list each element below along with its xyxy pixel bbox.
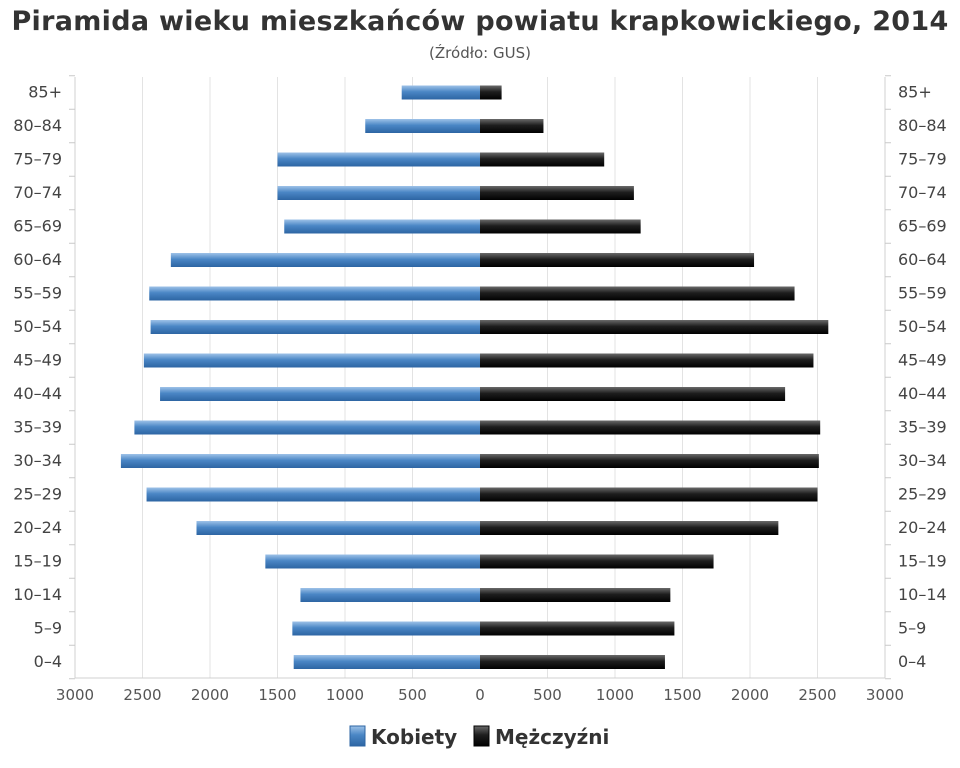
y-category-label-right: 10–14 [898,585,947,604]
bar-mezczyzni [480,219,641,234]
bar-mezczyzni [480,588,671,602]
y-category-label-left: 80–84 [13,116,62,135]
bar-mezczyzni [480,119,544,133]
bar-mezczyzni [480,286,795,301]
y-category-label-right: 20–24 [898,518,947,537]
chart-title: Piramida wieku mieszkańców powiatu krapk… [11,6,949,37]
y-category-label-left: 30–34 [13,451,62,470]
y-category-label-right: 60–64 [898,250,947,269]
bar-kobiety [134,420,480,435]
y-category-label-right: 40–44 [898,384,947,403]
legend-label-kobiety: Kobiety [371,725,457,749]
y-category-label-right: 85+ [898,83,932,102]
y-category-label-right: 65–69 [898,217,947,236]
x-tick-label: 1000 [326,686,364,704]
y-category-label-right: 25–29 [898,485,947,504]
axes [69,75,891,680]
y-category-label-right: 80–84 [898,116,947,135]
y-category-label-left: 0–4 [34,652,62,671]
bar-mezczyzni [480,320,829,334]
bar-kobiety [401,85,480,100]
y-category-label-left: 15–19 [13,552,62,571]
x-tick-label: 3000 [866,686,904,704]
y-category-label-right: 45–49 [898,351,947,370]
bar-mezczyzni [480,152,605,167]
y-category-label-right: 30–34 [898,451,947,470]
bar-kobiety [120,454,481,468]
bar-kobiety [160,387,481,401]
bar-kobiety [265,554,480,569]
y-category-label-right: 0–4 [898,652,926,671]
y-category-label-left: 50–54 [13,317,62,336]
x-tick-label: 2000 [731,686,769,704]
bar-kobiety [196,521,480,535]
y-category-label-right: 5–9 [898,619,926,638]
x-tick-label: 2000 [191,686,229,704]
bar-mezczyzni [480,387,786,401]
bar-kobiety [170,253,480,267]
y-category-label-right: 75–79 [898,150,947,169]
chart-subtitle: (Źródło: GUS) [429,44,531,62]
y-category-label-right: 55–59 [898,284,947,303]
x-tick-label: 500 [533,686,562,704]
bar-mezczyzni [480,186,634,200]
bar-kobiety [300,588,480,602]
y-category-label-left: 75–79 [13,150,62,169]
y-category-label-left: 10–14 [13,585,62,604]
bar-mezczyzni [480,487,818,502]
x-tick-label: 2500 [798,686,836,704]
bar-kobiety [293,655,480,669]
y-category-label-left: 60–64 [13,250,62,269]
y-category-label-right: 35–39 [898,418,947,437]
y-category-label-right: 50–54 [898,317,947,336]
y-category-label-left: 45–49 [13,351,62,370]
legend-swatch-kobiety [349,725,366,747]
bar-kobiety [149,286,480,301]
y-category-label-left: 65–69 [13,217,62,236]
y-category-label-right: 70–74 [898,183,947,202]
bar-kobiety [365,119,480,133]
bar-mezczyzni [480,353,814,368]
bar-mezczyzni [480,521,779,535]
bar-mezczyzni [480,621,675,636]
y-category-label-left: 85+ [28,83,62,102]
legend: Kobiety Mężczyźni [349,725,609,749]
bar-kobiety [284,219,480,234]
legend-swatch-mezczyzni [473,725,490,747]
grid-lines [142,77,818,678]
y-category-label-right: 15–19 [898,552,947,571]
bar-mezczyzni [480,655,665,669]
bar-kobiety [277,186,480,200]
axis-labels: 3000 2500 2000 1500 1000 500 0 500 1000 1500 2000 2… [13,83,946,705]
x-tick-label: 1000 [596,686,634,704]
bar-kobiety [146,487,481,502]
x-tick-label: 3000 [56,686,94,704]
bar-mezczyzni [480,253,755,267]
y-category-label-left: 25–29 [13,485,62,504]
x-tick-label: 0 [475,686,485,704]
bar-mezczyzni [480,554,714,569]
x-tick-label: 1500 [663,686,701,704]
bar-kobiety [150,320,480,334]
bar-kobiety [143,353,480,368]
y-category-label-left: 20–24 [13,518,62,537]
y-category-label-left: 55–59 [13,284,62,303]
legend-label-mezczyzni: Mężczyźni [495,725,609,749]
bar-mezczyzni [480,420,821,435]
bar-mezczyzni [480,85,502,100]
y-category-label-left: 70–74 [13,183,62,202]
x-tick-label: 1500 [258,686,296,704]
x-tick-label: 2500 [123,686,161,704]
bar-mezczyzni [480,454,819,468]
y-category-label-left: 40–44 [13,384,62,403]
y-category-label-left: 5–9 [34,619,62,638]
bar-kobiety [277,152,480,167]
x-tick-label: 500 [398,686,427,704]
bars [120,85,829,669]
bar-kobiety [292,621,480,636]
y-category-label-left: 35–39 [13,418,62,437]
